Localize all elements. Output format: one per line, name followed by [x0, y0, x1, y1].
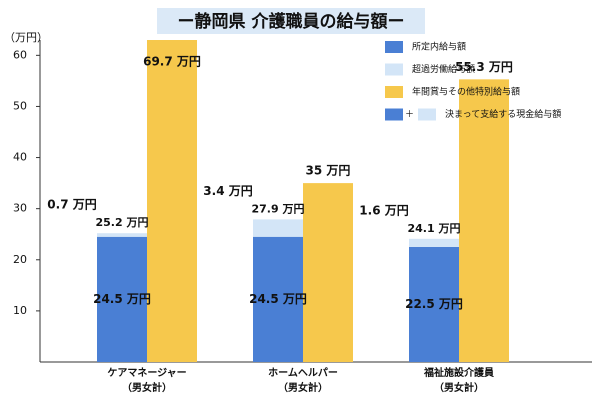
y-tick-label: 40 — [13, 151, 27, 164]
bar — [459, 79, 509, 362]
data-label: 55.3 万円 — [455, 60, 513, 74]
total-label: 24.1 万円 — [408, 222, 461, 235]
data-label: 35 万円 — [306, 164, 351, 178]
y-tick-label: 50 — [13, 99, 27, 112]
legend-swatch — [385, 41, 403, 53]
bar — [303, 183, 353, 362]
y-tick-label: 30 — [13, 202, 27, 215]
y-tick-label: 60 — [13, 48, 27, 61]
bar — [253, 236, 303, 362]
legend-label: 超過労働給与額 — [412, 63, 475, 75]
data-label: 3.4 万円 — [203, 184, 252, 198]
data-label: 0.7 万円 — [47, 198, 96, 212]
data-label: 1.6 万円 — [359, 203, 408, 217]
bar — [147, 40, 197, 362]
total-label: 25.2 万円 — [96, 216, 149, 229]
legend-label: 年間賞与その他特別給与額 — [412, 86, 520, 98]
data-label: 69.7 万円 — [143, 55, 201, 69]
legend-label: 所定内給与額 — [412, 41, 466, 53]
y-axis-label: （万円） — [4, 31, 48, 44]
x-tick-label: ケアマネージャー — [107, 367, 186, 379]
data-label: 24.5 万円 — [249, 292, 307, 306]
x-tick-label: ホームヘルパー — [268, 367, 338, 379]
total-label: 27.9 万円 — [252, 202, 305, 215]
legend-swatch — [418, 108, 436, 121]
x-tick-label: （男女計） — [434, 381, 484, 394]
y-tick-label: 10 — [13, 304, 27, 317]
x-tick-label: （男女計） — [278, 381, 328, 394]
x-tick-label: （男女計） — [122, 381, 172, 394]
bar — [97, 236, 147, 362]
bar — [409, 247, 459, 362]
legend-swatch — [385, 108, 403, 121]
legend-swatch — [385, 86, 403, 98]
data-label: 24.5 万円 — [93, 292, 151, 306]
bar — [253, 219, 303, 237]
data-label: 22.5 万円 — [405, 297, 463, 311]
bar — [409, 238, 459, 247]
legend-label: 決まって支給する現金給与額 — [445, 108, 561, 120]
bars — [97, 40, 509, 362]
bar — [97, 233, 147, 237]
title-box — [157, 8, 425, 34]
x-tick-label: 福祉施設介護員 — [423, 366, 494, 379]
legend-swatch — [385, 63, 403, 76]
chart-title: ー静岡県 介護職員の給与額ー — [178, 11, 405, 32]
legend-symbol: ＋ — [405, 109, 414, 120]
y-tick-label: 20 — [13, 253, 27, 266]
